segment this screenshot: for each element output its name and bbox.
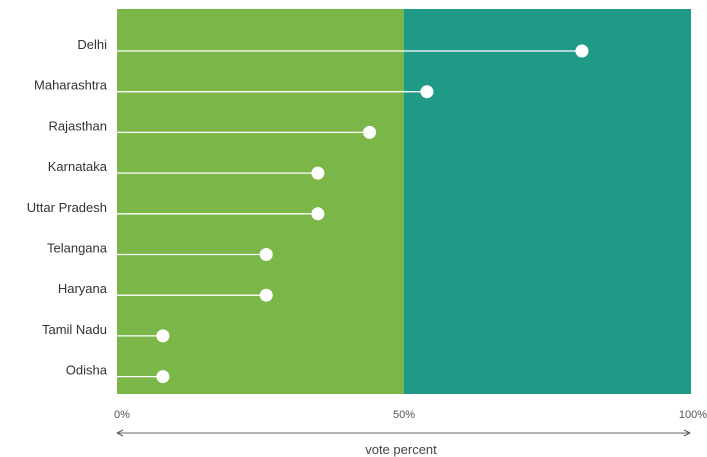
label-rajasthan: Rajasthan (48, 118, 107, 133)
dot-telangana (259, 248, 273, 261)
x-tick-100: 100% (679, 409, 707, 421)
dot-rajasthan (363, 125, 377, 139)
data-marks (117, 44, 589, 384)
dot-delhi (575, 44, 589, 58)
label-odisha: Odisha (66, 363, 108, 378)
label-haryana: Haryana (58, 281, 108, 296)
label-uttar-pradesh: Uttar Pradesh (27, 200, 107, 215)
region-1 (404, 9, 691, 394)
label-maharashtra: Maharashtra (34, 78, 108, 93)
label-telangana: Telangana (47, 241, 108, 256)
dot-tamil-nadu (156, 329, 170, 343)
x-axis-label: vote percent (365, 442, 437, 457)
label-karnataka: Karnataka (48, 159, 108, 174)
dot-uttar-pradesh (311, 207, 325, 221)
dot-karnataka (311, 166, 325, 180)
background-regions (117, 9, 691, 394)
dot-maharashtra (420, 85, 434, 99)
dot-haryana (259, 288, 273, 302)
label-tamil-nadu: Tamil Nadu (42, 322, 107, 337)
dot-odisha (156, 370, 170, 384)
x-tick-50: 50% (393, 409, 415, 421)
category-labels: Delhi Maharashtra Rajasthan Karnataka Uttar … (27, 37, 108, 378)
x-tick-labels: 0% 50% 100% (114, 409, 707, 421)
x-tick-0: 0% (114, 409, 130, 421)
label-delhi: Delhi (77, 37, 107, 52)
